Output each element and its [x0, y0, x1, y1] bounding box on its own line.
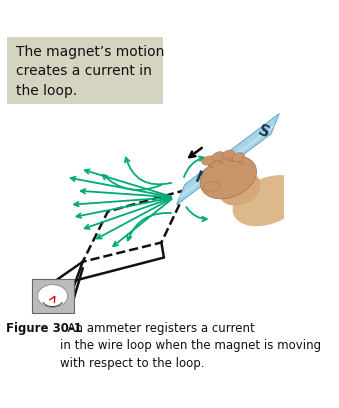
Ellipse shape [233, 175, 304, 226]
Ellipse shape [222, 150, 235, 159]
Text: The magnet’s motion
creates a current in
the loop.: The magnet’s motion creates a current in… [16, 45, 164, 98]
FancyBboxPatch shape [6, 38, 163, 104]
Ellipse shape [218, 171, 260, 206]
Polygon shape [179, 124, 275, 199]
Text: Figure 30-1: Figure 30-1 [6, 322, 82, 335]
Polygon shape [177, 113, 279, 205]
Ellipse shape [232, 153, 244, 162]
Ellipse shape [200, 155, 257, 199]
Ellipse shape [212, 152, 225, 161]
FancyBboxPatch shape [32, 279, 74, 313]
Ellipse shape [203, 182, 220, 191]
Text: An ammeter registers a current
in the wire loop when the magnet is moving
with r: An ammeter registers a current in the wi… [60, 322, 321, 370]
Text: N: N [193, 170, 210, 188]
Text: S: S [256, 123, 272, 141]
Ellipse shape [38, 285, 68, 308]
Ellipse shape [202, 156, 215, 165]
